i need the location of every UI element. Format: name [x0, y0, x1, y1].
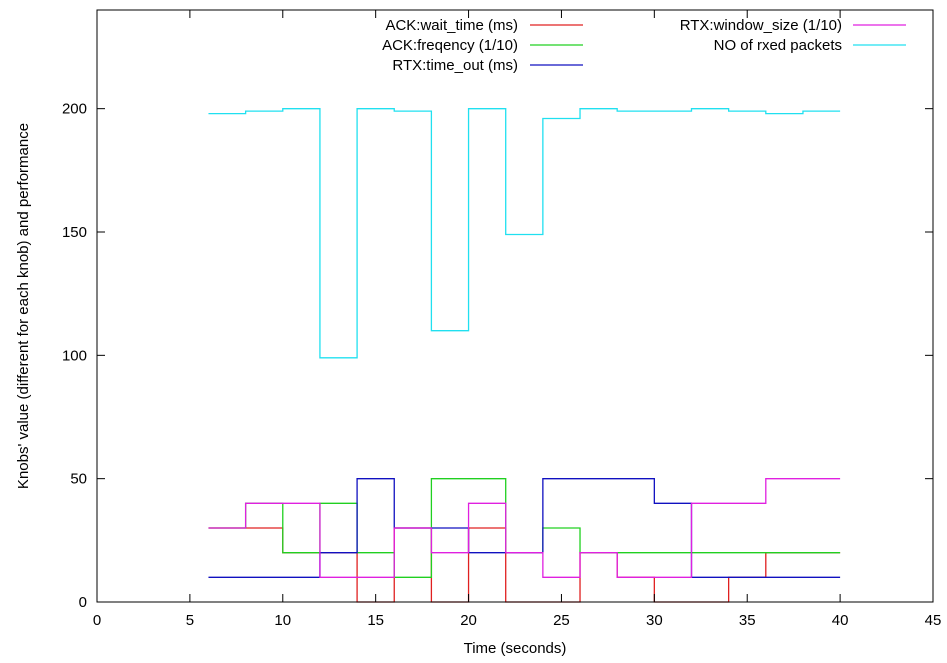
x-tick-label-5: 25 [553, 612, 570, 629]
plot-frame [96, 9, 934, 603]
legend: ACK:wait_time (ms) ACK:freqency (1/10) RTX… [382, 17, 906, 74]
y-tick-label-4: 200 [62, 101, 87, 118]
x-tick-label-7: 35 [739, 612, 756, 629]
x-tick-label-8: 40 [832, 612, 849, 629]
x-axis-label: Time (seconds) [464, 640, 567, 657]
legend-label-3: RTX:window_size (1/10) [680, 17, 842, 34]
y-tick-label-3: 150 [62, 224, 87, 241]
x-tick-label-6: 30 [646, 612, 663, 629]
x-tick-label-9: 45 [925, 612, 942, 629]
y-axis-label: Knobs' value (different for each knob) a… [15, 123, 32, 489]
legend-label-1: ACK:freqency (1/10) [382, 37, 518, 54]
series-layer [208, 108, 841, 603]
legend-label-2: RTX:time_out (ms) [392, 57, 518, 74]
y-tick-label-2: 100 [62, 347, 87, 364]
series-line-4 [208, 108, 841, 359]
y-tick-label-1: 50 [70, 471, 87, 488]
x-tick-label-2: 10 [274, 612, 291, 629]
x-tick-label-4: 20 [460, 612, 477, 629]
series-line-3 [208, 478, 841, 578]
series-line-1 [208, 478, 841, 578]
x-tick-label-0: 0 [93, 612, 101, 629]
legend-label-4: NO of rxed packets [714, 37, 842, 54]
x-tick-label-3: 15 [367, 612, 384, 629]
legend-label-0: ACK:wait_time (ms) [385, 17, 518, 34]
ticks-layer: 0 5 10 15 20 25 30 35 40 45 0 50 100 150 200 [62, 10, 941, 629]
y-tick-label-0: 0 [79, 594, 87, 611]
x-tick-label-1: 5 [186, 612, 194, 629]
